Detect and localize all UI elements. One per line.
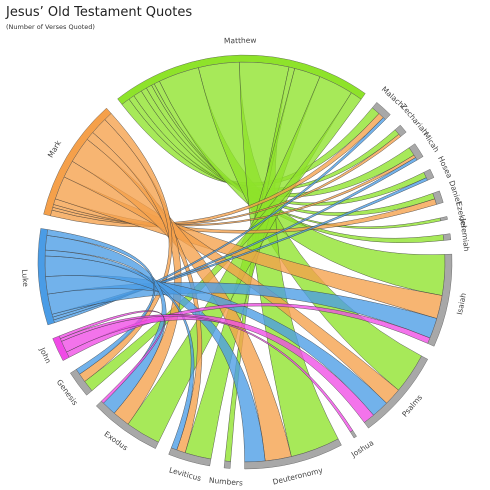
- label-leviticus: Leviticus: [168, 465, 202, 483]
- group-arc-jeremiah[interactable]: [442, 233, 452, 241]
- label-deuteronomy: Deuteronomy: [272, 465, 325, 486]
- group-arc-mark[interactable]: [43, 107, 112, 217]
- group-arc-hosea[interactable]: [423, 168, 435, 181]
- group-arc-numbers[interactable]: [223, 460, 231, 469]
- group-arc-matthew[interactable]: [117, 54, 366, 105]
- group-arc-daniel[interactable]: [432, 190, 444, 205]
- group-arc-ezekiel[interactable]: [439, 216, 448, 222]
- group-arc-isaiah[interactable]: [427, 253, 453, 347]
- group-arc-exodus[interactable]: [95, 400, 159, 449]
- chart-title: Jesus’ Old Testament Quotes: [6, 5, 193, 20]
- group-arc-joshua[interactable]: [350, 430, 357, 439]
- label-daniel: Daniel: [447, 179, 463, 205]
- group-arc-micah[interactable]: [408, 143, 424, 161]
- label-hosea: Hosea: [436, 155, 454, 180]
- label-ezekiel: Ezekiel: [454, 201, 468, 229]
- group-arc-luke[interactable]: [37, 228, 55, 326]
- group-arc-leviticus[interactable]: [168, 447, 212, 467]
- group-arc-zechariah[interactable]: [394, 124, 407, 137]
- label-mark: Mark: [46, 138, 64, 159]
- group-arc-john[interactable]: [52, 335, 70, 361]
- chart-subtitle: (Number of Verses Quoted): [6, 23, 95, 31]
- group-arc-deuteronomy[interactable]: [244, 438, 342, 470]
- label-malachi: Malachi: [380, 85, 407, 111]
- label-john: John: [37, 345, 53, 365]
- label-numbers: Numbers: [209, 476, 244, 488]
- group-arc-malachi[interactable]: [372, 102, 391, 120]
- label-jeremiah: Jeremiah: [458, 217, 471, 252]
- label-exodus: Exodus: [102, 429, 129, 452]
- label-joshua: Joshua: [349, 438, 376, 459]
- label-luke: Luke: [20, 269, 30, 287]
- label-genesis: Genesis: [55, 378, 80, 407]
- group-arc-genesis[interactable]: [70, 369, 93, 396]
- label-isaiah: Isaiah: [455, 292, 468, 316]
- label-psalms: Psalms: [400, 393, 424, 419]
- group-arc-psalms[interactable]: [364, 355, 429, 429]
- label-matthew: Matthew: [224, 36, 257, 46]
